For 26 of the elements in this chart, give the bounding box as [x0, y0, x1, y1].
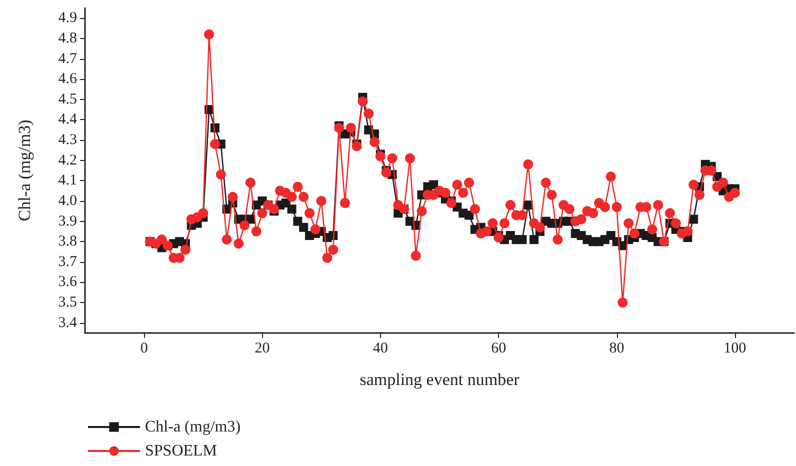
- y-tick-label: 4.6: [58, 71, 78, 88]
- y-tick-label: 3.5: [58, 294, 77, 311]
- y-tick-label: 3.8: [58, 234, 77, 250]
- y-tick-label: 4.1: [58, 172, 77, 189]
- y-tick-label: 4.2: [58, 152, 77, 168]
- y-tick-label: 4.3: [58, 132, 77, 148]
- y-tick-label: 3.7: [58, 254, 78, 270]
- x-tick-label: 20: [254, 340, 270, 356]
- y-tick-label: 4.9: [58, 10, 77, 26]
- y-tick-label: 4.7: [58, 50, 78, 67]
- x-axis-title: sampling event number: [360, 370, 520, 389]
- x-tick-label: 0: [140, 340, 148, 356]
- x-tick-label: 40: [372, 340, 388, 356]
- y-tick-label: 4.0: [58, 192, 77, 209]
- y-tick-label: 3.9: [58, 213, 77, 230]
- x-tick-label: 80: [609, 340, 624, 356]
- y-tick-label: 4.4: [58, 112, 78, 128]
- y-tick-label: 3.6: [58, 274, 78, 290]
- legend-label: SPSOELM: [145, 442, 218, 460]
- legend-label: Chl-a (mg/m3): [145, 418, 241, 436]
- y-tick-label: 3.4: [58, 314, 78, 331]
- y-tick-label: 4.8: [58, 30, 77, 46]
- y-axis-title: Chl-a (mg/m3): [15, 120, 34, 222]
- x-tick-label: 60: [491, 340, 506, 356]
- y-tick-label: 4.5: [58, 91, 77, 108]
- x-tick-label: 100: [724, 340, 746, 356]
